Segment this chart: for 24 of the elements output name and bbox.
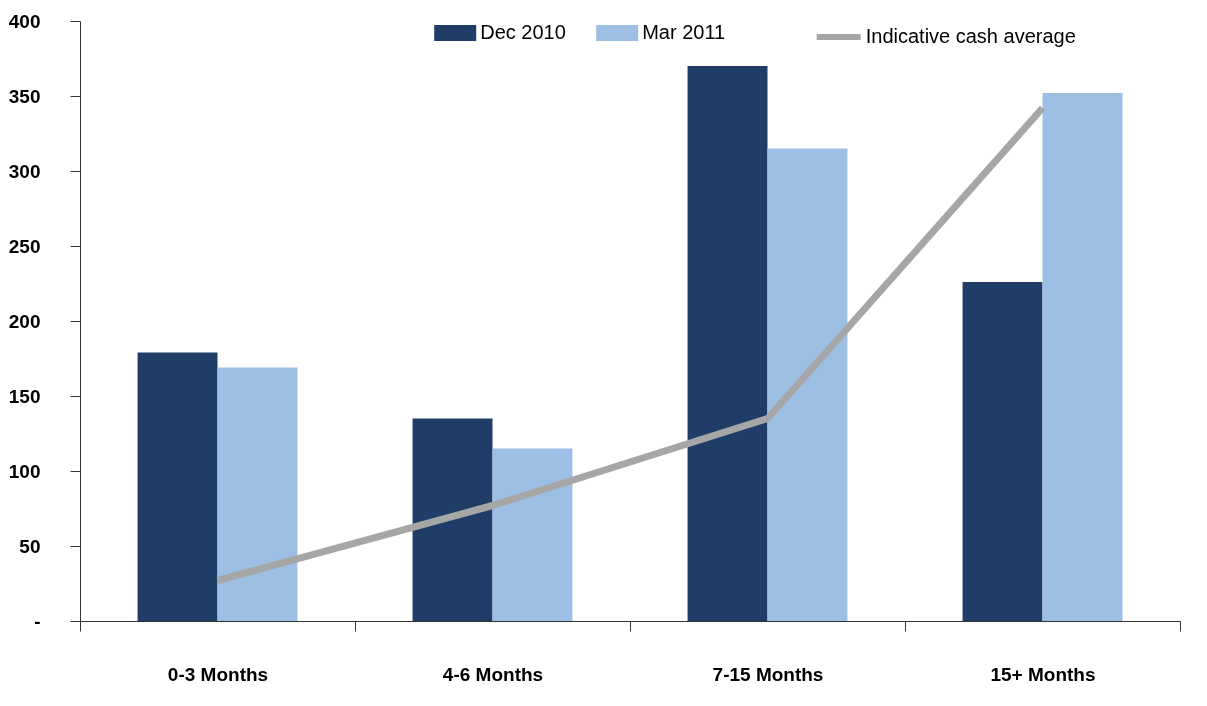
- bar: [767, 148, 848, 621]
- y-tick-label: 150: [8, 385, 41, 407]
- bar: [492, 448, 573, 621]
- bar: [1042, 93, 1123, 621]
- bar: [412, 418, 493, 621]
- y-tick-label: 250: [8, 235, 41, 257]
- y-tick-label: 400: [8, 10, 41, 32]
- legend-label: Mar 2011: [642, 21, 726, 43]
- legend-label: Indicative cash average: [865, 25, 1076, 47]
- y-tick-label: 200: [8, 310, 41, 332]
- y-tick-label: -: [34, 610, 41, 632]
- x-tick-label: 15+ Months: [990, 663, 1096, 685]
- y-tick-label: 100: [8, 460, 41, 482]
- y-tick-label: 350: [8, 85, 41, 107]
- y-tick-label: 50: [19, 535, 41, 557]
- bar: [962, 282, 1043, 621]
- legend-label: Dec 2010: [480, 21, 566, 43]
- x-tick-label: 0-3 Months: [167, 663, 269, 685]
- bar: [137, 352, 218, 621]
- x-tick-label: 7-15 Months: [712, 663, 824, 685]
- x-tick-label: 4-6 Months: [442, 663, 544, 685]
- bar: [217, 367, 298, 621]
- bar: [687, 66, 768, 621]
- y-tick-label: 300: [8, 160, 41, 182]
